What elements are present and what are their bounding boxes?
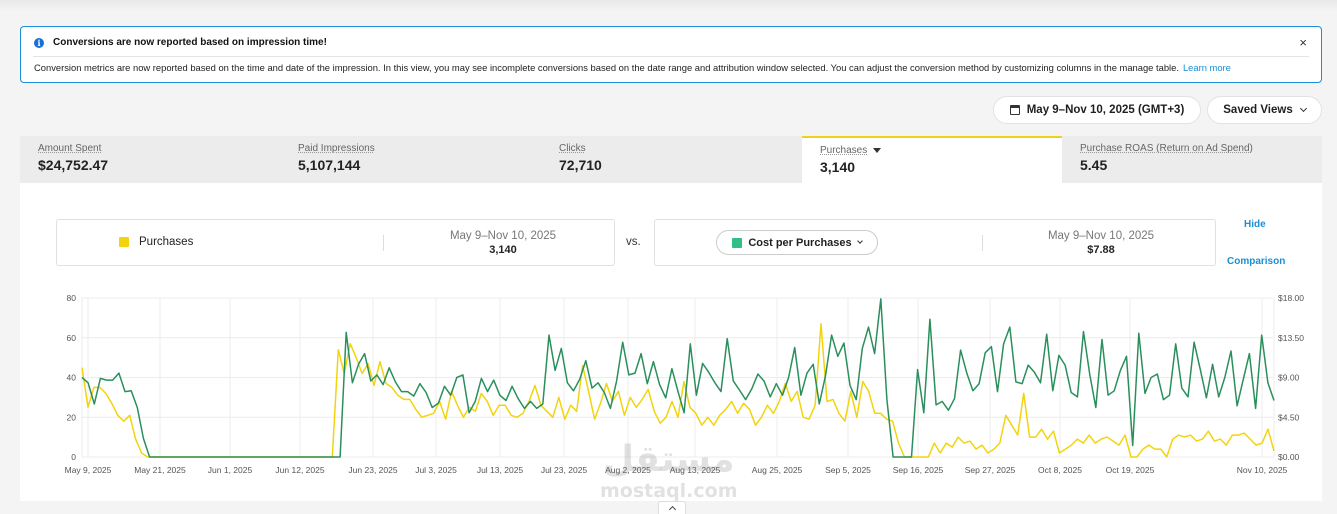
metric-label: Paid Impressions [298, 143, 375, 154]
y-left-tick-label: 80 [67, 293, 77, 303]
x-tick-label: May 9, 2025 [65, 465, 112, 475]
learn-more-link[interactable]: Learn more [1182, 62, 1231, 73]
y-right-tick-label: $4.50 [1278, 412, 1300, 422]
cost-per-purchase-series-line [81, 298, 1275, 458]
info-icon: i [34, 37, 44, 48]
metric-label-text: Purchases [820, 145, 868, 156]
metric-value: 72,710 [559, 157, 602, 173]
x-tick-label: Jul 23, 2025 [541, 465, 588, 475]
metric-value: 5,107,144 [298, 157, 361, 173]
secondary-metric-label: Cost per Purchases [748, 236, 852, 249]
saved-views-button[interactable]: Saved Views [1207, 96, 1322, 124]
x-tick-label: Sep 16, 2025 [893, 465, 944, 475]
metric-tab-clicks[interactable]: Clicks 72,710 [541, 136, 801, 183]
divider [383, 235, 384, 251]
metric-label: Purchases [820, 145, 1062, 156]
x-tick-label: Sep 5, 2025 [825, 465, 871, 475]
y-left-tick-label: 20 [67, 412, 77, 422]
chevron-up-icon [668, 505, 676, 514]
x-tick-label: Nov 10, 2025 [1237, 465, 1288, 475]
chart-panel: Purchases May 9–Nov 10, 2025 3,140 vs. C… [20, 183, 1322, 501]
y-right-tick-label: $9.00 [1278, 373, 1300, 383]
metric-value: $24,752.47 [38, 157, 109, 173]
divider [982, 235, 983, 251]
metric-tab-amount-spent[interactable]: Amount Spent $24,752.47 [20, 136, 280, 183]
y-right-tick-label: $0.00 [1278, 452, 1300, 462]
vs-label: vs. [626, 236, 641, 248]
secondary-range-value: $7.88 [1087, 244, 1115, 256]
x-tick-label: Aug 13, 2025 [670, 465, 721, 475]
primary-range: May 9–Nov 10, 2025 3,140 [398, 229, 608, 257]
metric-label: Purchase ROAS (Return on Ad Spend) [1080, 143, 1253, 154]
banner-divider [33, 56, 1309, 57]
x-tick-label: Jul 13, 2025 [477, 465, 524, 475]
primary-range-label: May 9–Nov 10, 2025 [449, 230, 557, 242]
top-shadow [0, 0, 1337, 12]
metric-tab-purchase-roas[interactable]: Purchase ROAS (Return on Ad Spend) 5.45 [1062, 136, 1322, 183]
metric-tab-purchases[interactable]: Purchases 3,140 [802, 136, 1062, 183]
x-tick-label: May 21, 2025 [134, 465, 186, 475]
saved-views-label: Saved Views [1223, 104, 1293, 116]
primary-metric: Purchases [119, 236, 193, 248]
secondary-range-label: May 9–Nov 10, 2025 [1047, 230, 1155, 242]
secondary-metric-card: Cost per Purchases May 9–Nov 10, 2025 $7… [654, 219, 1216, 266]
primary-metric-label: Purchases [139, 236, 194, 248]
primary-range-value: 3,140 [489, 244, 517, 256]
x-tick-label: Aug 25, 2025 [752, 465, 803, 475]
x-tick-label: Oct 8, 2025 [1038, 465, 1082, 475]
x-tick-label: Oct 19, 2025 [1106, 465, 1155, 475]
y-left-tick-label: 60 [67, 333, 77, 343]
metric-value: 3,140 [820, 159, 856, 175]
cost-legend-swatch [732, 237, 743, 248]
comparison-link[interactable]: Comparison [1227, 256, 1286, 267]
y-right-tick-label: $18.00 [1278, 293, 1304, 303]
close-icon[interactable]: × [1299, 35, 1307, 50]
collapse-chart-button[interactable] [658, 501, 686, 514]
purchases-legend-swatch [119, 237, 129, 247]
banner-title: i Conversions are now reported based on … [34, 37, 327, 48]
info-banner: i Conversions are now reported based on … [20, 26, 1322, 83]
x-tick-label: Aug 2, 2025 [605, 465, 651, 475]
secondary-range: May 9–Nov 10, 2025 $7.88 [996, 229, 1206, 257]
x-tick-label: Jun 1, 2025 [208, 465, 253, 475]
caret-down-icon[interactable] [873, 148, 882, 153]
date-range-button[interactable]: May 9–Nov 10, 2025 (GMT+3) [993, 96, 1201, 124]
x-tick-label: Jun 23, 2025 [348, 465, 397, 475]
y-left-tick-label: 40 [67, 373, 77, 383]
metric-label: Clicks [559, 143, 586, 154]
date-range-label: May 9–Nov 10, 2025 (GMT+3) [1026, 104, 1185, 116]
x-tick-label: Sep 27, 2025 [965, 465, 1016, 475]
secondary-metric-select[interactable]: Cost per Purchases [716, 230, 878, 255]
banner-body-text: Conversion metrics are now reported base… [34, 62, 1179, 73]
banner-body: Conversion metrics are now reported base… [34, 62, 1231, 73]
metric-label: Amount Spent [38, 143, 102, 154]
banner-title-text: Conversions are now reported based on im… [53, 37, 327, 48]
y-right-tick-label: $13.50 [1278, 333, 1304, 343]
metric-tab-paid-impressions[interactable]: Paid Impressions 5,107,144 [280, 136, 540, 183]
y-left-tick-label: 0 [71, 452, 76, 462]
x-tick-label: Jul 3, 2025 [415, 465, 457, 475]
hide-comparison-link[interactable]: Hide [1244, 219, 1266, 230]
primary-metric-card: Purchases May 9–Nov 10, 2025 3,140 [56, 219, 615, 266]
metrics-bar: Amount Spent $24,752.47 Paid Impressions… [20, 136, 1322, 183]
calendar-icon [1009, 105, 1020, 115]
metric-value: 5.45 [1080, 157, 1108, 173]
x-tick-label: Jun 12, 2025 [275, 465, 324, 475]
